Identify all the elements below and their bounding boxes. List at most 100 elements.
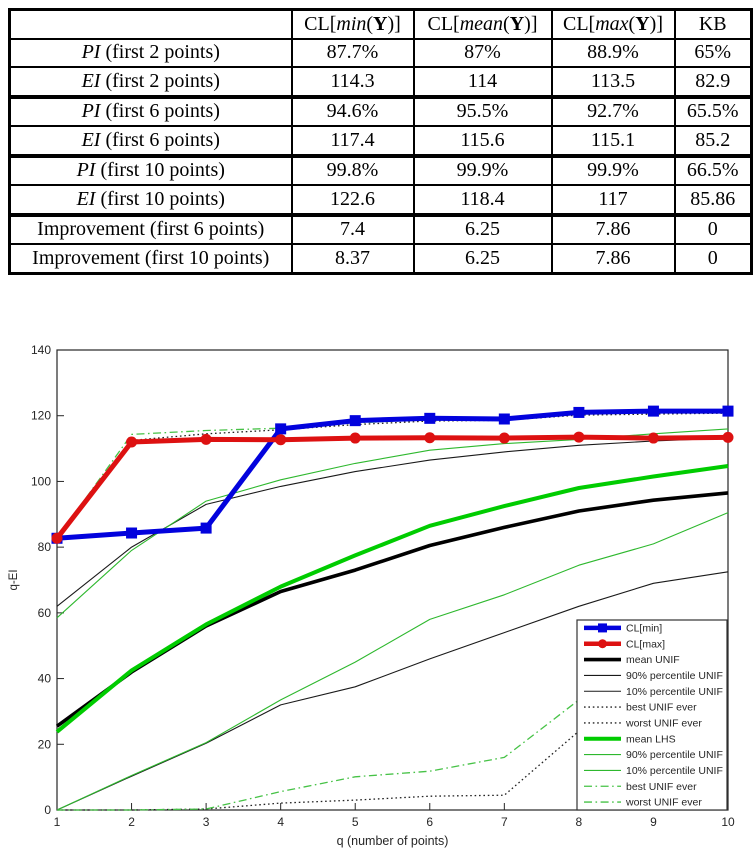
legend: CL[min] CL[max] mean UNIF 90% percentile UN…: [576, 619, 728, 811]
table-cell: 7.86: [550, 213, 676, 245]
legend-label: worst UNIF ever: [625, 718, 702, 730]
table-row: Improvement (first 6 points) 7.4 6.25 7.86 0: [8, 213, 753, 245]
table-cell: 7.4: [290, 213, 415, 245]
column-header: KB: [673, 8, 753, 40]
y-tick-label: 80: [38, 540, 52, 554]
legend-item: CL[min]: [584, 623, 662, 635]
row-label: Improvement (first 10 points): [8, 243, 293, 274]
table-cell: 117.4: [290, 125, 415, 158]
legend-item: CL[max]: [584, 638, 665, 650]
column-header: CL[max(Y)]: [550, 8, 676, 40]
table-head: CL[min(Y)] CL[mean(Y)] CL[max(Y)] KB: [8, 8, 753, 40]
series-p10-unif: [56, 571, 729, 811]
series-cl-max: [55, 434, 729, 540]
table-cell: 87%: [412, 37, 553, 68]
table-row: EI (first 2 points) 114.3 114 113.5 82.9: [8, 66, 753, 99]
legend-item: mean LHS: [584, 733, 676, 745]
table-cell: 94.6%: [290, 95, 415, 127]
table-cell: 95.5%: [412, 95, 553, 127]
table-row: PI (first 10 points) 99.8% 99.9% 99.9% 66.5%: [8, 154, 753, 186]
row-label: Improvement (first 6 points): [8, 213, 293, 245]
table-cell: 113.5: [550, 66, 676, 99]
x-tick-label: 9: [650, 815, 657, 829]
table-cell: 115.6: [412, 125, 553, 158]
table-cell: 87.7%: [290, 37, 415, 68]
column-header: [8, 8, 293, 40]
legend-item: 90% percentile UNIF: [584, 670, 723, 682]
row-label: EI (first 10 points): [8, 184, 293, 217]
x-tick-label: 3: [203, 815, 210, 829]
table-cell: 99.9%: [550, 154, 676, 186]
legend-label: 10% percentile UNIF: [626, 686, 723, 698]
table-body: PI (first 2 points) 87.7% 87% 88.9% 65% EI (f…: [8, 37, 753, 274]
y-tick-label: 40: [38, 672, 52, 686]
chart-figure: 1 2 3 4 5 6 7 8 9 10 0 20 40 60 80 100 120 140 q (number o…: [0, 330, 754, 856]
table-cell: 92.7%: [550, 95, 676, 127]
table-cell: 6.25: [412, 243, 553, 274]
y-tick-label: 0: [44, 803, 51, 817]
legend-item: best UNIF ever: [584, 781, 697, 793]
series-cl-min: [56, 408, 728, 541]
x-tick-label: 2: [128, 815, 135, 829]
legend-label: worst UNIF ever: [625, 797, 702, 809]
table-row: Improvement (first 10 points) 8.37 6.25 7.8…: [8, 243, 753, 274]
column-header: CL[min(Y)]: [290, 8, 415, 40]
row-label: PI (first 6 points): [8, 95, 293, 127]
table-cell: 85.86: [673, 184, 753, 217]
legend-label: CL[max]: [626, 638, 665, 650]
row-label: PI (first 10 points): [8, 154, 293, 186]
series-worst-unif: [57, 691, 729, 811]
table-cell: 85.2: [673, 125, 753, 158]
y-axis-label: q-EI: [8, 569, 20, 590]
table-cell: 115.1: [550, 125, 676, 158]
row-label: PI (first 2 points): [8, 37, 293, 68]
table-cell: 66.5%: [673, 154, 753, 186]
y-tick-label: 20: [38, 737, 52, 751]
x-axis-label: q (number of points): [337, 834, 449, 848]
y-tick-label: 60: [38, 606, 52, 620]
series-cl-max-markers: [51, 431, 734, 544]
table-cell: 7.86: [550, 243, 676, 274]
legend-label: mean LHS: [626, 733, 676, 745]
table-cell: 6.25: [412, 213, 553, 245]
table-cell: 0: [673, 213, 753, 245]
x-tick-label: 10: [721, 815, 735, 829]
legend-label: 90% percentile UNIF: [626, 749, 723, 761]
series-best-unif: [56, 412, 729, 539]
series-p10-lhs: [56, 512, 729, 811]
x-tick-label: 7: [501, 815, 508, 829]
table-cell: 122.6: [290, 184, 415, 217]
legend-item: mean UNIF: [584, 654, 680, 666]
x-tick-label: 4: [277, 815, 284, 829]
series-mean-lhs: [55, 464, 729, 734]
table-cell: 114.3: [290, 66, 415, 99]
table-cell: 82.9: [673, 66, 753, 99]
y-tick-label: 120: [31, 409, 51, 423]
table-cell: 88.9%: [550, 37, 676, 68]
row-label: EI (first 2 points): [8, 66, 293, 99]
table-cell: 65%: [673, 37, 753, 68]
results-table: CL[min(Y)] CL[mean(Y)] CL[max(Y)] KB PI (fi…: [8, 8, 753, 275]
x-tick-label: 1: [54, 815, 61, 829]
y-tick-label: 140: [31, 343, 51, 357]
legend-item: worst UNIF ever: [584, 718, 702, 730]
legend-item: 10% percentile UNIF: [584, 686, 723, 698]
table-row: EI (first 6 points) 117.4 115.6 115.1 85.2: [8, 125, 753, 158]
table-cell: 0: [673, 243, 753, 274]
legend-item: best UNIF ever: [584, 702, 697, 714]
legend-label: best UNIF ever: [626, 781, 697, 793]
x-tick-label: 5: [352, 815, 359, 829]
legend-label: 90% percentile UNIF: [626, 670, 723, 682]
column-header: CL[mean(Y)]: [412, 8, 553, 40]
row-label: EI (first 6 points): [8, 125, 293, 158]
legend-item: 10% percentile UNIF: [584, 765, 723, 777]
table-cell: 118.4: [412, 184, 553, 217]
table-cell: 65.5%: [673, 95, 753, 127]
x-tick-label: 6: [426, 815, 433, 829]
legend-label: mean UNIF: [626, 654, 680, 666]
table-cell: 99.9%: [412, 154, 553, 186]
x-tick-label: 8: [576, 815, 583, 829]
legend-item: worst UNIF ever: [584, 797, 702, 809]
